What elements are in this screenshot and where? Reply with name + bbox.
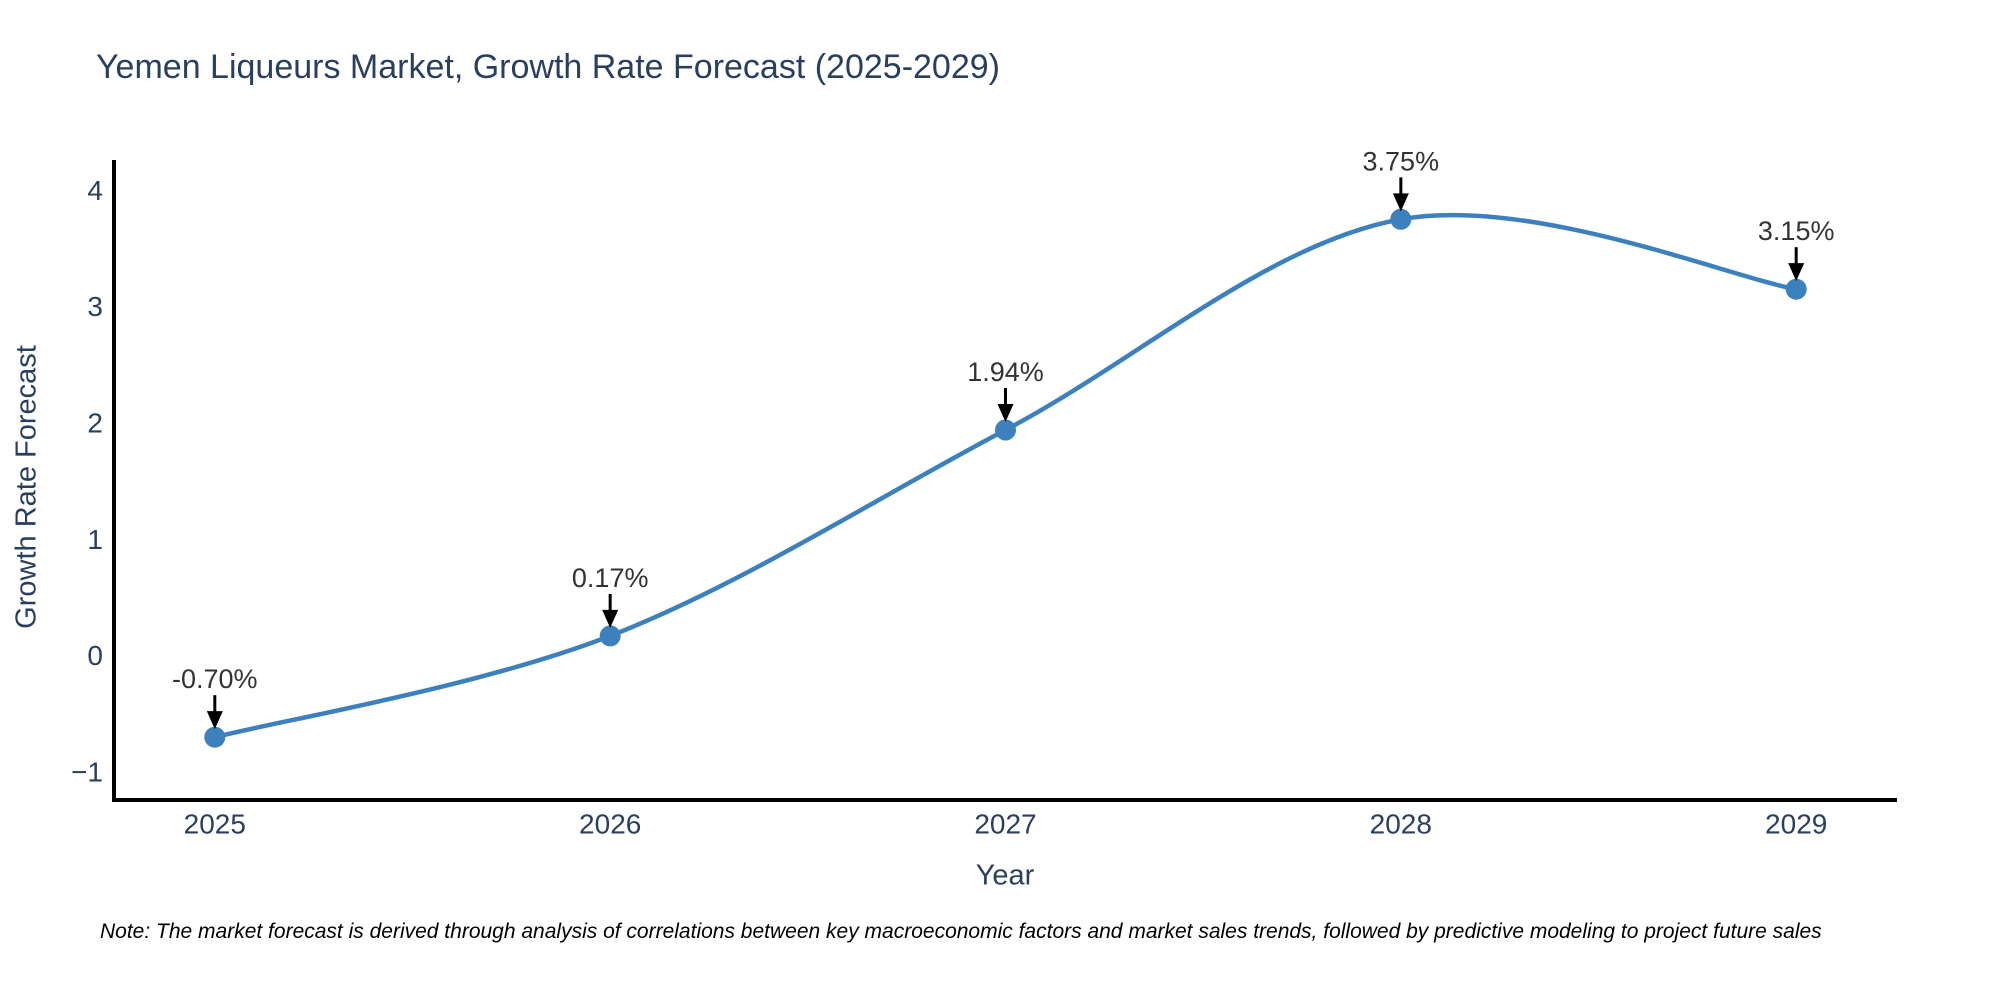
data-point-marker bbox=[995, 419, 1016, 441]
point-value-label: 3.15% bbox=[1758, 216, 1835, 246]
data-markers bbox=[204, 208, 1807, 748]
data-point-marker bbox=[599, 625, 621, 647]
x-tick-label: 2025 bbox=[184, 809, 246, 840]
chart-title: Yemen Liqueurs Market, Growth Rate Forec… bbox=[96, 48, 1000, 86]
y-tick-label: 1 bbox=[87, 524, 103, 555]
annotation-arrow-head-icon bbox=[206, 711, 223, 730]
x-tick-labels: 2025 2026 2027 2028 2029 bbox=[184, 809, 1828, 840]
annotations: -0.70% 0.17% 1.94% 3.75% 3.15% bbox=[172, 146, 1835, 730]
line-series bbox=[212, 212, 1799, 740]
axis-spine bbox=[112, 160, 1897, 802]
annotation-arrow-head-icon bbox=[1392, 193, 1409, 212]
y-tick-labels: −1 0 1 2 3 4 bbox=[71, 175, 103, 788]
footnote: Note: The market forecast is derived thr… bbox=[100, 920, 1822, 943]
annotation-arrow-head-icon bbox=[997, 403, 1014, 422]
y-tick-label: 4 bbox=[87, 175, 103, 206]
point-value-label: -0.70% bbox=[172, 664, 258, 694]
x-tick-label: 2028 bbox=[1370, 809, 1432, 840]
annotation-arrow-head-icon bbox=[1788, 263, 1805, 282]
x-tick-label: 2029 bbox=[1765, 809, 1827, 840]
y-tick-label: 0 bbox=[87, 640, 103, 671]
point-value-label: 1.94% bbox=[967, 357, 1044, 387]
point-value-label: 3.75% bbox=[1363, 146, 1440, 176]
data-point-marker bbox=[1785, 278, 1807, 300]
y-tick-label: −1 bbox=[71, 757, 103, 788]
forecast-line bbox=[212, 212, 1799, 740]
point-value-label: 0.17% bbox=[572, 563, 649, 593]
x-tick-label: 2027 bbox=[974, 809, 1036, 840]
data-point-marker bbox=[1390, 208, 1412, 230]
axis-lines bbox=[112, 160, 1897, 802]
y-tick-label: 3 bbox=[87, 291, 103, 322]
annotation-arrow-head-icon bbox=[602, 609, 619, 628]
data-point-marker bbox=[204, 726, 226, 748]
x-axis-title: Year bbox=[975, 859, 1035, 892]
x-tick-label: 2026 bbox=[579, 809, 641, 840]
y-tick-label: 2 bbox=[87, 408, 103, 439]
